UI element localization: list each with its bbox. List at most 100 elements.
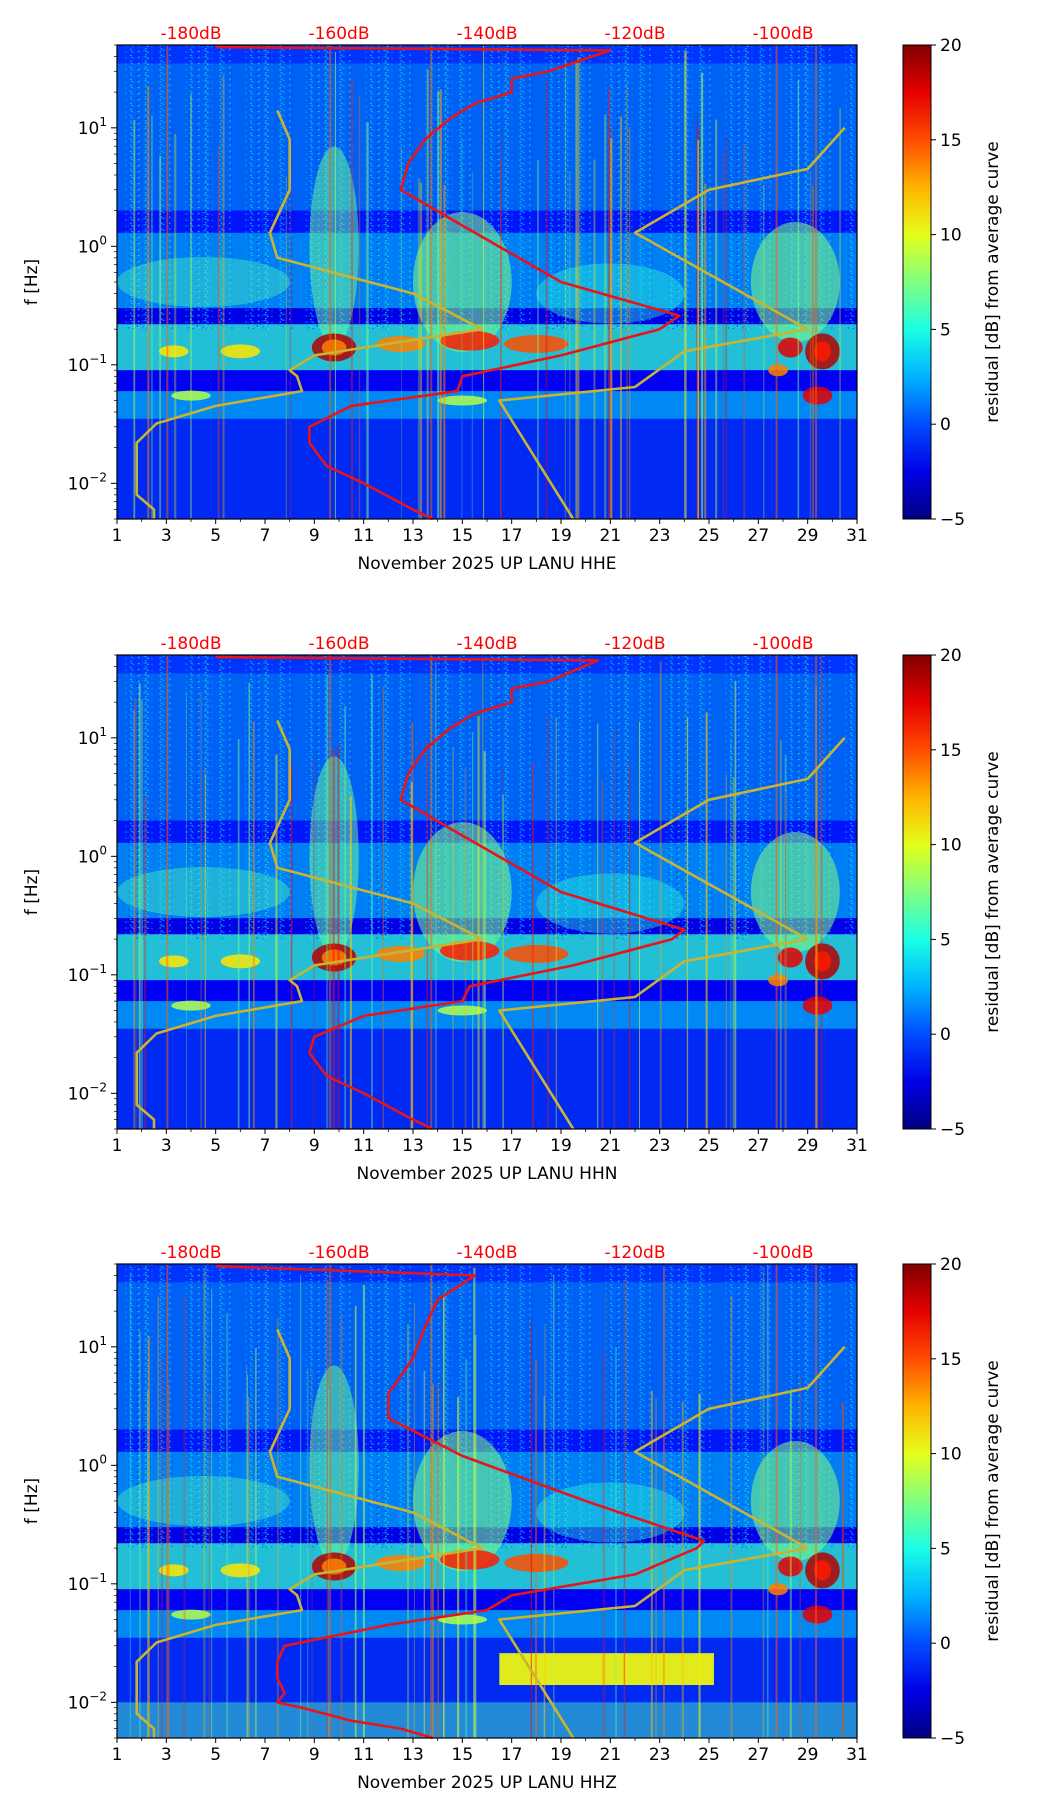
heatmap-hotspot bbox=[778, 947, 803, 968]
heatmap-hotspot bbox=[504, 334, 569, 353]
y-axis-label: f [Hz] bbox=[22, 869, 42, 915]
heatmap-streak bbox=[133, 709, 135, 1129]
colorbar-gradient bbox=[902, 44, 932, 520]
heatmap-streak bbox=[785, 791, 787, 1129]
x-tick-label: 29 bbox=[797, 1745, 819, 1765]
heatmap-streak bbox=[815, 1264, 818, 1738]
heatmap-streak bbox=[166, 45, 169, 519]
heatmap-streak bbox=[799, 1375, 801, 1738]
x-tick-label: 25 bbox=[698, 1745, 720, 1765]
heatmap-streak bbox=[780, 740, 782, 1129]
heatmap-streak bbox=[663, 1266, 665, 1738]
heatmap-streak bbox=[815, 655, 818, 1129]
noise-model-low-line bbox=[135, 109, 484, 519]
heatmap-streak bbox=[161, 1356, 163, 1738]
heatmap-streak bbox=[237, 739, 240, 1129]
heatmap-streak bbox=[337, 745, 340, 1129]
heatmap-streak bbox=[275, 754, 278, 1129]
heatmap-streak bbox=[623, 1279, 626, 1738]
heatmap-streak bbox=[253, 721, 255, 1129]
heatmap-streak bbox=[543, 1396, 545, 1738]
x-tick-label: 13 bbox=[402, 526, 424, 546]
x-tick-label: 7 bbox=[260, 1136, 271, 1156]
colorbar-tick-label: 20 bbox=[940, 1255, 962, 1275]
heatmap-streak bbox=[439, 89, 442, 519]
heatmap-streak bbox=[246, 1374, 248, 1738]
heatmap-cloud bbox=[412, 822, 512, 962]
heatmap-streak bbox=[483, 45, 485, 519]
heatmap-streak bbox=[457, 1397, 460, 1738]
heatmap-hotspot bbox=[220, 344, 261, 359]
heatmap-streak bbox=[329, 45, 332, 519]
heatmap-streak bbox=[332, 749, 335, 1129]
heatmap-streak bbox=[417, 178, 421, 520]
colorbar-tick-label: 0 bbox=[940, 415, 951, 435]
heatmap-hotspot bbox=[768, 974, 788, 987]
heatmap-cloud bbox=[309, 1365, 359, 1566]
heatmap-hotspot bbox=[440, 330, 500, 351]
heatmap-streak bbox=[502, 769, 504, 1129]
heatmap-streak bbox=[200, 691, 202, 1129]
x-tick-label: 11 bbox=[353, 1136, 375, 1156]
heatmap-streak bbox=[704, 183, 707, 519]
colorbar-label: residual [dB] from average curve bbox=[983, 751, 1003, 1032]
x-tick-label: 21 bbox=[600, 1136, 622, 1156]
heatmap-hotspot bbox=[171, 390, 211, 401]
heatmap-streak bbox=[725, 137, 728, 519]
x-tick-label: 21 bbox=[600, 1745, 622, 1765]
heatmap-streak bbox=[473, 1267, 476, 1738]
heatmap-streak bbox=[815, 45, 818, 519]
heatmap-streak bbox=[601, 780, 604, 1129]
heatmap-hotspot bbox=[813, 341, 832, 362]
heatmap-streak bbox=[430, 655, 433, 1129]
x-tick-label: 3 bbox=[161, 526, 172, 546]
colorbar-tick-label: 15 bbox=[940, 1350, 962, 1370]
heatmap-streak bbox=[502, 794, 504, 1129]
y-tick-label: 10−1 bbox=[68, 352, 107, 376]
heatmap-band bbox=[117, 980, 857, 1002]
x-tick-label: 13 bbox=[402, 1745, 424, 1765]
x-tick-label: 7 bbox=[260, 1745, 271, 1765]
heatmap-streak bbox=[138, 683, 141, 1129]
y-tick-label: 10−2 bbox=[68, 470, 107, 494]
heatmap-streak bbox=[443, 1293, 445, 1738]
x-tick-label: 11 bbox=[353, 526, 375, 546]
heatmap-streak bbox=[461, 140, 463, 519]
heatmap-hotspot bbox=[768, 364, 788, 377]
heatmap-streak bbox=[226, 1312, 229, 1738]
x-tick-label: 1 bbox=[112, 1745, 123, 1765]
colorbar-tick-label: 10 bbox=[940, 1445, 962, 1465]
y-tick-label: 10−1 bbox=[68, 962, 107, 986]
heatmap-streak bbox=[762, 1268, 765, 1738]
y-tick-label: 100 bbox=[78, 233, 107, 257]
heatmap-streak bbox=[159, 156, 161, 519]
colorbar: 20 15 10 5 0 −5 residual [dB] from average cur… bbox=[902, 646, 1003, 1140]
x-tick-label: 19 bbox=[550, 1136, 572, 1156]
heatmap-streak bbox=[500, 158, 502, 520]
heatmap-streak bbox=[157, 1296, 159, 1738]
heatmap-streak bbox=[217, 146, 220, 519]
y-axis-label: f [Hz] bbox=[22, 1478, 42, 1524]
colorbar-tick-label: 20 bbox=[940, 36, 962, 56]
colorbar-tick-label: 20 bbox=[940, 646, 962, 666]
heatmap-streak bbox=[544, 1324, 546, 1738]
heatmap-streak bbox=[344, 706, 347, 1129]
x-tick-label: 31 bbox=[846, 1136, 868, 1156]
heatmap-streak bbox=[620, 116, 622, 519]
heatmap-hotspot bbox=[220, 954, 261, 969]
colorbar-tick-label: 5 bbox=[940, 1539, 951, 1559]
heatmap-cloud bbox=[309, 146, 359, 347]
heatmap-streak bbox=[139, 1331, 141, 1738]
heatmap-streak bbox=[465, 1359, 468, 1738]
heatmap-streak bbox=[437, 90, 439, 520]
heatmap-streak bbox=[809, 171, 811, 519]
heatmap-streak bbox=[307, 1368, 309, 1738]
colorbar-tick-label: 10 bbox=[940, 836, 962, 856]
heatmap-hotspot bbox=[768, 1583, 788, 1596]
heatmap-streak bbox=[204, 767, 206, 1129]
heatmap-streak bbox=[775, 45, 778, 519]
heatmap-band bbox=[117, 1637, 857, 1738]
heatmap-streak bbox=[650, 1390, 653, 1738]
heatmap-streak bbox=[564, 58, 566, 520]
